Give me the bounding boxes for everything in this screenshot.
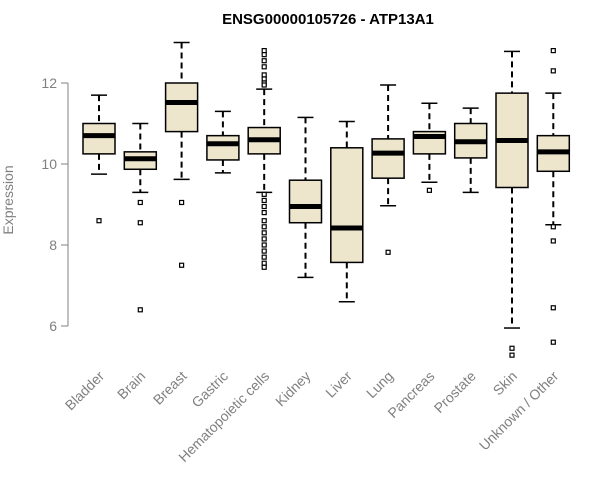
iqr-box xyxy=(164,82,199,133)
iqr-box xyxy=(288,179,323,224)
iqr-box xyxy=(330,147,364,264)
box-hematopoietic-cells xyxy=(247,47,281,270)
outlier-point xyxy=(550,339,556,345)
outlier-point xyxy=(385,249,391,255)
outlier-point xyxy=(261,203,267,210)
iqr-box xyxy=(82,122,116,155)
outlier-point xyxy=(261,230,267,236)
outlier-point xyxy=(179,262,185,268)
y-tick-label: 8 xyxy=(49,237,57,253)
box-lung xyxy=(371,84,405,255)
outlier-point xyxy=(261,76,267,82)
outlier-point xyxy=(261,254,267,260)
outlier-point xyxy=(261,210,267,216)
outlier-point xyxy=(96,218,102,224)
outlier-point xyxy=(261,64,267,70)
box-pancreas xyxy=(412,102,447,193)
y-axis: 6 8 10 12 xyxy=(41,75,69,334)
outlier-point xyxy=(137,307,143,313)
boxes-layer xyxy=(82,41,571,358)
outlier-point xyxy=(261,82,267,88)
x-tick-label: Breast xyxy=(150,368,190,408)
box-bladder xyxy=(82,94,116,224)
box-prostate xyxy=(453,107,488,194)
x-tick-label: Bladder xyxy=(62,368,108,414)
x-tick-label: Lung xyxy=(363,368,396,401)
outlier-point xyxy=(509,352,515,358)
box-brain xyxy=(123,122,158,313)
outlier-point xyxy=(261,218,267,224)
outlier-point xyxy=(550,47,556,54)
outlier-point xyxy=(261,236,267,242)
outlier-point xyxy=(179,199,185,206)
y-tick-label: 6 xyxy=(49,318,57,334)
iqr-box xyxy=(371,138,405,179)
outlier-point xyxy=(550,238,556,244)
outlier-point xyxy=(261,224,267,230)
outlier-point xyxy=(261,47,267,54)
box-breast xyxy=(164,41,199,268)
x-tick-label: Kidney xyxy=(272,368,314,410)
y-axis-label: Expression xyxy=(0,165,16,234)
box-gastric xyxy=(206,110,240,174)
x-tick-label: Prostate xyxy=(431,368,479,416)
outlier-point xyxy=(426,187,432,193)
outlier-point xyxy=(261,264,267,270)
box-unknown-other xyxy=(536,47,571,345)
outlier-point xyxy=(137,220,143,226)
outlier-point xyxy=(261,242,267,248)
outlier-point xyxy=(550,68,556,74)
box-skin xyxy=(495,50,529,358)
outlier-point xyxy=(261,248,267,254)
outlier-point xyxy=(261,191,267,197)
outlier-point xyxy=(509,345,515,351)
outlier-point xyxy=(550,224,556,230)
iqr-box xyxy=(206,134,240,161)
y-tick-label: 10 xyxy=(41,156,57,172)
x-tick-label: Liver xyxy=(322,368,355,401)
outlier-point xyxy=(261,58,267,64)
x-tick-label: Brain xyxy=(114,368,148,402)
chart-title: ENSG00000105726 - ATP13A1 xyxy=(222,11,434,28)
box-liver xyxy=(330,120,364,303)
outlier-point xyxy=(261,260,267,266)
outlier-point xyxy=(261,72,267,78)
outlier-point xyxy=(261,52,267,58)
box-kidney xyxy=(288,116,323,279)
x-tick-label: Skin xyxy=(490,368,521,399)
outlier-point xyxy=(550,305,556,311)
outlier-point xyxy=(261,197,267,204)
outlier-point xyxy=(137,199,143,206)
y-tick-label: 12 xyxy=(41,75,57,91)
